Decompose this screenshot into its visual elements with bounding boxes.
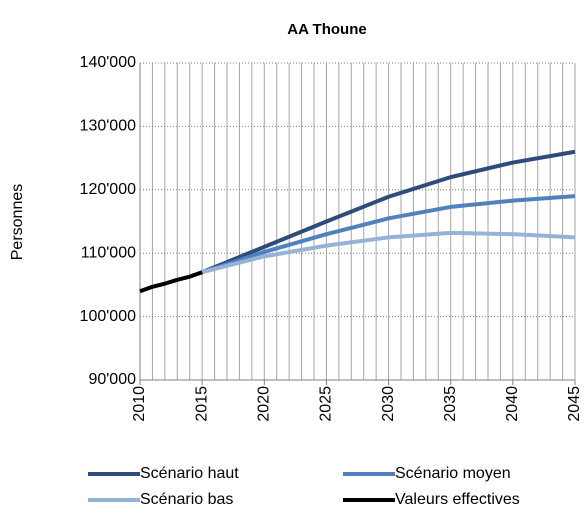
x-tick-label: 2035 xyxy=(442,386,459,422)
series-line xyxy=(201,230,576,275)
series-line xyxy=(201,149,576,275)
series-line xyxy=(139,270,203,294)
x-tick-label: 2015 xyxy=(193,386,210,422)
y-tick-label: 90'000 xyxy=(88,371,136,388)
x-tick-label: 2045 xyxy=(566,386,583,422)
x-tick-label: 2020 xyxy=(256,386,273,422)
x-tick-label: 2030 xyxy=(380,386,397,422)
legend-label: Scénario bas xyxy=(140,491,233,508)
chart-title: AA Thoune xyxy=(287,21,366,38)
y-tick-label: 100'000 xyxy=(80,308,137,325)
y-tick-label: 130'000 xyxy=(80,118,137,135)
y-tick-label: 140'000 xyxy=(80,54,137,71)
y-tick-label: 120'000 xyxy=(80,181,137,198)
y-axis-label: Personnes xyxy=(9,184,26,261)
x-tick-label: 2025 xyxy=(318,386,335,422)
legend-label: Valeurs effectives xyxy=(395,491,520,508)
x-tick-label: 2040 xyxy=(504,386,521,422)
legend-label: Scénario moyen xyxy=(395,465,511,482)
y-tick-label: 110'000 xyxy=(81,244,136,261)
series-line xyxy=(201,194,576,275)
legend-label: Scénario haut xyxy=(140,465,239,482)
x-tick-label: 2010 xyxy=(131,386,148,422)
